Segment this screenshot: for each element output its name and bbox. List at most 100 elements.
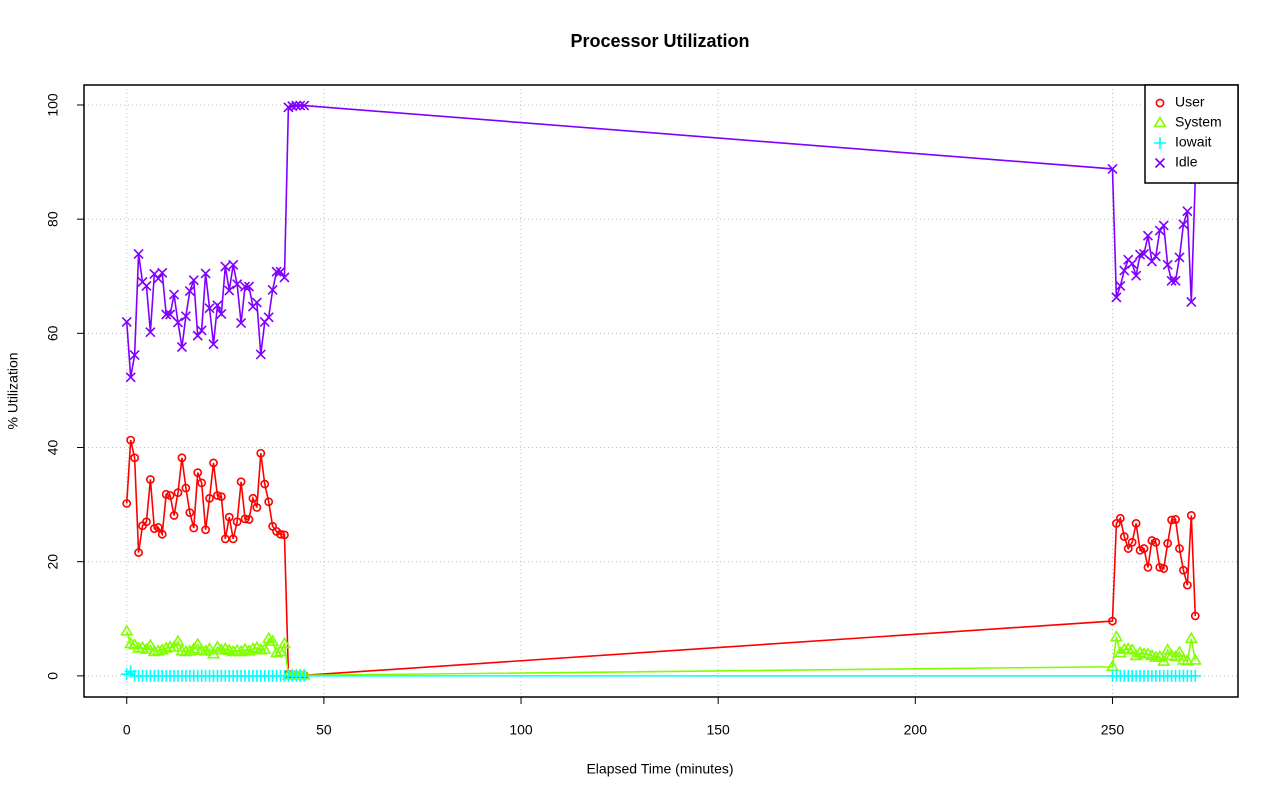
point (1157, 654, 1171, 666)
point (1143, 563, 1153, 572)
chart-title: Processor Utilization (570, 31, 749, 51)
legend-symbol (1154, 157, 1166, 169)
point (1125, 643, 1139, 655)
point (234, 644, 248, 657)
point (161, 309, 172, 320)
legend-symbol (1155, 98, 1165, 108)
point (271, 266, 282, 277)
point (236, 317, 247, 329)
point (1172, 645, 1187, 657)
legend-label: Iowait (1175, 134, 1212, 150)
point (1131, 519, 1141, 528)
point (126, 435, 136, 445)
point (155, 643, 169, 655)
point (1188, 653, 1202, 665)
point (224, 285, 235, 296)
point (273, 644, 288, 657)
point (1150, 251, 1161, 262)
series-line (125, 104, 1197, 378)
point (165, 491, 175, 500)
point (220, 261, 231, 272)
point (214, 643, 228, 655)
point (125, 372, 136, 383)
x-tick-label: 150 (706, 722, 730, 738)
point (236, 477, 246, 487)
plot-frame (83, 84, 1239, 698)
point (176, 341, 188, 353)
legend-symbol (1153, 115, 1167, 128)
point (1158, 220, 1169, 231)
point (258, 642, 272, 654)
point (1115, 513, 1125, 523)
point (199, 644, 213, 656)
point (1127, 258, 1138, 269)
point (1129, 648, 1143, 661)
point (1167, 515, 1177, 525)
point (1159, 564, 1169, 573)
x-tick-label: 100 (509, 722, 533, 738)
point (1111, 292, 1122, 303)
y-tick-label: 40 (45, 440, 61, 456)
point (256, 448, 266, 458)
point (149, 524, 159, 533)
point (145, 327, 156, 338)
point (141, 280, 152, 292)
point (232, 279, 243, 290)
point (145, 475, 155, 484)
point (246, 641, 260, 654)
point (264, 497, 274, 507)
point (143, 638, 157, 650)
point (208, 339, 219, 350)
point (1134, 249, 1146, 260)
point (216, 492, 226, 502)
y-tick-label: 100 (45, 93, 61, 117)
point (181, 483, 191, 493)
y-tick-label: 20 (45, 554, 61, 570)
point (151, 644, 165, 656)
point (298, 669, 311, 682)
point (1153, 649, 1167, 662)
point (177, 453, 187, 463)
point (184, 286, 195, 297)
point (130, 453, 140, 463)
point (244, 515, 254, 524)
x-axis-label: Elapsed Time (minutes) (586, 761, 733, 777)
point (120, 624, 134, 636)
point (1163, 539, 1173, 548)
point (1131, 270, 1142, 281)
point (1109, 629, 1123, 642)
point (291, 100, 302, 111)
point (1142, 230, 1154, 241)
point (1146, 256, 1157, 267)
point (142, 517, 151, 527)
point (243, 281, 255, 292)
point (157, 529, 167, 539)
point (275, 266, 286, 277)
point (180, 311, 191, 322)
point (1162, 259, 1173, 270)
point (204, 303, 215, 314)
point (183, 644, 197, 656)
point (228, 534, 238, 544)
point (153, 273, 164, 284)
point (197, 478, 207, 488)
point (240, 514, 250, 524)
point (189, 523, 199, 533)
point (1154, 225, 1165, 236)
point (193, 468, 203, 478)
point (167, 640, 181, 652)
point (122, 499, 132, 508)
point (133, 248, 144, 260)
point (1179, 565, 1188, 575)
point (277, 636, 292, 649)
point (216, 308, 227, 319)
point (1151, 537, 1161, 547)
point (280, 530, 289, 540)
point (1184, 631, 1198, 644)
point (226, 644, 240, 657)
point (161, 489, 171, 499)
point (213, 491, 222, 500)
point (173, 488, 183, 498)
point (1190, 611, 1200, 621)
